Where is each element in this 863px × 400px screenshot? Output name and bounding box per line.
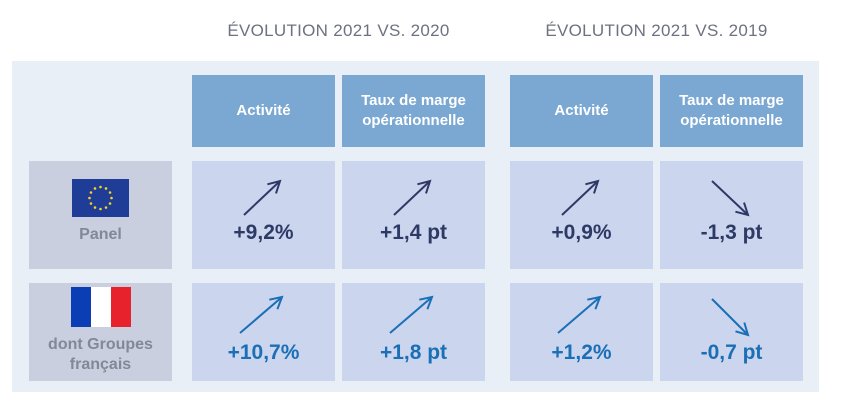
star — [104, 206, 108, 209]
value: +9,2% — [233, 221, 294, 244]
value: +0,9% — [551, 221, 612, 244]
star — [93, 187, 97, 190]
star — [89, 191, 93, 194]
value: +1,2% — [551, 341, 612, 364]
arrow-shaft — [389, 296, 433, 334]
arrow-shaft — [393, 180, 431, 216]
arrow-shaft — [243, 180, 281, 216]
trend-up-arrow-icon — [239, 295, 284, 334]
cell-panel-activite-2019: +0,9% — [510, 161, 653, 269]
arrow-head — [735, 322, 750, 337]
arrow-head — [585, 179, 600, 194]
star — [93, 206, 97, 209]
arrow-shaft — [561, 180, 599, 216]
cell-fr-activite-2020: +10,7% — [192, 283, 335, 381]
column-header-marge-2020: Taux de marge opérationnelle — [342, 75, 485, 147]
value: -0,7 pt — [700, 341, 763, 364]
value: +1,8 pt — [379, 341, 448, 364]
arrow-head — [735, 202, 750, 217]
trend-up-arrow-icon — [243, 179, 282, 216]
arrow-shaft — [711, 180, 749, 216]
star — [99, 207, 102, 211]
group-title-2021-vs-2019: ÉVOLUTION 2021 VS. 2019 — [545, 21, 768, 40]
trend-down-arrow-icon — [711, 180, 750, 217]
arrow-shaft — [557, 296, 601, 334]
star — [108, 202, 112, 205]
star — [89, 202, 93, 205]
value: -1,3 pt — [700, 221, 763, 244]
star — [104, 187, 108, 190]
arrow-head — [587, 295, 602, 310]
row-label-groupes-francais: dont Groupes français — [29, 283, 172, 381]
eu-flag-icon — [72, 179, 129, 217]
cell-fr-marge-2019: -0,7 pt — [660, 283, 803, 381]
fr-flag-icon — [70, 287, 131, 327]
value: +10,7% — [227, 341, 300, 364]
cell-panel-marge-2020: +1,4 pt — [342, 161, 485, 269]
arrow-shaft — [239, 296, 283, 334]
star — [99, 185, 102, 189]
trend-up-arrow-icon — [389, 295, 434, 334]
cell-panel-marge-2019: -1,3 pt — [660, 161, 803, 269]
trend-up-arrow-icon — [561, 179, 600, 216]
cell-fr-marge-2020: +1,8 pt — [342, 283, 485, 381]
trend-down-arrow-icon — [711, 298, 750, 337]
arrow-head — [417, 179, 432, 194]
arrow-head — [269, 295, 284, 310]
cell-fr-activite-2019: +1,2% — [510, 283, 653, 381]
trend-up-arrow-icon — [557, 295, 602, 334]
column-header-activite-2019: Activité — [510, 75, 653, 147]
column-header-marge-2019: Taux de marge opérationnelle — [660, 75, 803, 147]
arrow-shaft — [711, 298, 749, 336]
trend-up-arrow-icon — [393, 179, 432, 216]
group-title-2021-vs-2020: ÉVOLUTION 2021 VS. 2020 — [227, 21, 450, 40]
star — [110, 196, 113, 200]
star — [108, 191, 112, 194]
value: +1,4 pt — [379, 221, 448, 244]
cell-panel-activite-2020: +9,2% — [192, 161, 335, 269]
star — [88, 196, 91, 200]
row-label-panel: Panel — [29, 161, 172, 269]
arrow-head — [419, 295, 434, 310]
column-header-activite-2020: Activité — [192, 75, 335, 147]
arrow-head — [267, 179, 282, 194]
